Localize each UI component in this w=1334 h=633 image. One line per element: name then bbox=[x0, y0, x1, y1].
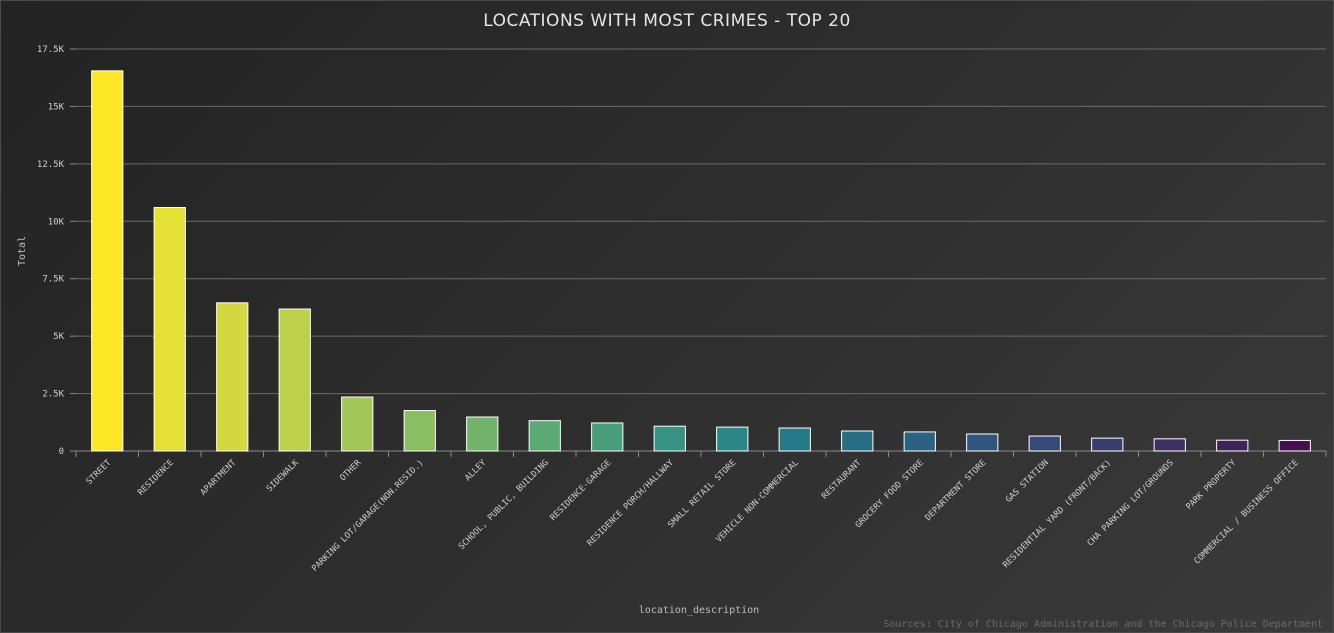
y-tick-label: 15K bbox=[48, 102, 65, 112]
bar bbox=[841, 430, 874, 452]
x-tick-label: RESIDENCE-GARAGE bbox=[548, 458, 613, 523]
bar bbox=[1028, 435, 1061, 452]
bar bbox=[591, 422, 624, 452]
bar bbox=[903, 431, 936, 452]
y-tick-label: 10K bbox=[48, 217, 65, 227]
bar bbox=[466, 416, 499, 452]
bar bbox=[528, 420, 561, 452]
x-axis-label: location_description bbox=[639, 605, 759, 616]
bar bbox=[91, 70, 124, 452]
source-note: Sources: City of Chicago Administration … bbox=[884, 619, 1324, 630]
bar bbox=[653, 425, 686, 452]
bar bbox=[1091, 437, 1124, 452]
y-axis-ticks: 0 2.5K 5K 7.5K 10K 12.5K 15K 17.5K bbox=[37, 45, 76, 457]
grid-lines bbox=[76, 48, 1326, 452]
y-tick-label: 17.5K bbox=[37, 45, 65, 55]
x-tick-label: RESIDENCE bbox=[136, 458, 176, 498]
x-tick-label: COMMERCIAL / BUSINESS OFFICE bbox=[1192, 458, 1300, 566]
bar bbox=[278, 308, 311, 452]
bar bbox=[1278, 439, 1311, 452]
bar bbox=[403, 410, 436, 452]
x-tick-label: APARTMENT bbox=[199, 458, 239, 498]
bar bbox=[1216, 439, 1249, 452]
x-tick-label: SMALL RETAIL STORE bbox=[666, 458, 738, 530]
x-tick-label: OTHER bbox=[338, 457, 364, 483]
x-tick-label: DEPARTMENT STORE bbox=[923, 458, 988, 523]
chart-title: LOCATIONS WITH MOST CRIMES - TOP 20 bbox=[483, 11, 851, 31]
y-tick-label: 0 bbox=[59, 447, 64, 457]
x-tick-label: GAS STATION bbox=[1004, 458, 1051, 505]
y-axis-label: Total bbox=[17, 236, 28, 266]
x-tick-label: SIDEWALK bbox=[265, 457, 302, 494]
bar bbox=[216, 302, 249, 452]
bars bbox=[91, 70, 1311, 452]
bar bbox=[341, 396, 374, 452]
x-tick-label: RESTAURANT bbox=[820, 458, 863, 501]
y-tick-label: 2.5K bbox=[42, 390, 64, 400]
y-tick-label: 5K bbox=[53, 332, 64, 342]
y-tick-label: 12.5K bbox=[37, 160, 65, 170]
bar bbox=[966, 433, 999, 452]
x-tick-label: ALLEY bbox=[463, 458, 488, 483]
x-tick-label: RESIDENTIAL YARD (FRONT/BACK) bbox=[1001, 458, 1113, 570]
x-tick-label: GROCERY FOOD STORE bbox=[854, 458, 926, 530]
x-tick-label: STREET bbox=[85, 458, 114, 487]
x-tick-label: PARK PROPERTY bbox=[1184, 458, 1238, 512]
bar bbox=[153, 207, 186, 452]
x-axis-ticks: STREET RESIDENCE APARTMENT SIDEWALK OTHERPAR… bbox=[75, 451, 1327, 574]
y-tick-label: 7.5K bbox=[42, 275, 64, 285]
bar bbox=[716, 426, 749, 452]
bar bbox=[1153, 438, 1186, 452]
x-tick-label: PARKING LOT/GARAGE(NON.RESID.) bbox=[310, 458, 426, 574]
bar bbox=[778, 427, 811, 452]
